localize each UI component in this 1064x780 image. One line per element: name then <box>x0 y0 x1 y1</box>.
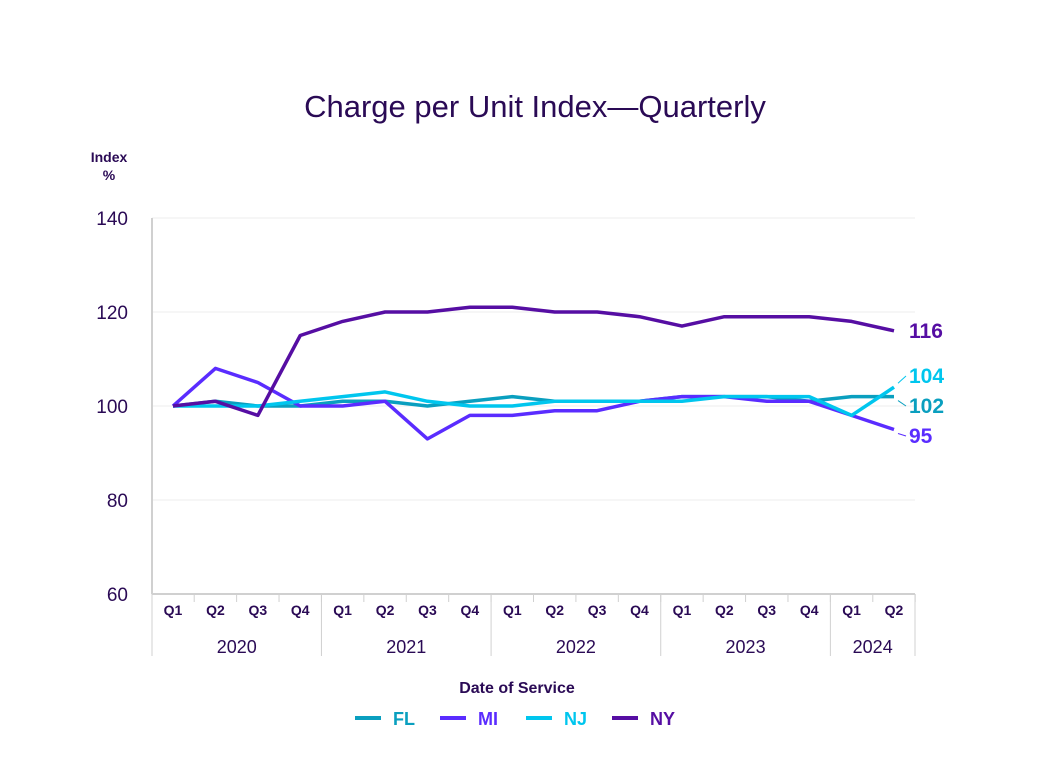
series-line-nj <box>173 385 895 418</box>
legend-label-nj: NJ <box>564 709 587 729</box>
y-axis-label-line2: % <box>103 167 116 183</box>
end-label-leader <box>897 400 907 407</box>
y-tick-label: 100 <box>96 397 128 418</box>
x-tick-label: Q2 <box>715 602 734 618</box>
x-tick-label: Q2 <box>545 602 564 618</box>
end-label-mi: 95 <box>909 425 933 448</box>
x-tick-label: Q3 <box>248 602 267 618</box>
end-label-nj: 104 <box>909 365 944 388</box>
year-label: 2020 <box>217 637 257 657</box>
x-tick-label: Q4 <box>461 602 480 618</box>
y-axis-label-line1: Index <box>91 149 128 165</box>
end-label-leader <box>897 433 907 437</box>
x-tick-label: Q4 <box>630 602 649 618</box>
year-label: 2021 <box>386 637 426 657</box>
year-label: 2024 <box>853 637 893 657</box>
x-tick-label: Q1 <box>503 602 522 618</box>
end-label-fl: 102 <box>909 395 944 418</box>
legend-label-fl: FL <box>393 709 415 729</box>
end-label-leader <box>897 375 907 384</box>
x-tick-label: Q2 <box>885 602 904 618</box>
legend-label-ny: NY <box>650 709 675 729</box>
x-axis-label: Date of Service <box>459 680 575 697</box>
x-tick-label: Q4 <box>291 602 310 618</box>
x-tick-label: Q3 <box>418 602 437 618</box>
end-label-ny: 116 <box>909 320 943 343</box>
x-tick-label: Q3 <box>588 602 607 618</box>
x-tick-label: Q2 <box>206 602 225 618</box>
y-tick-label: 120 <box>96 303 128 324</box>
x-tick-label: Q3 <box>757 602 776 618</box>
x-tick-label: Q1 <box>673 602 692 618</box>
chart-title: Charge per Unit Index—Quarterly <box>304 89 766 124</box>
year-label: 2023 <box>726 637 766 657</box>
x-tick-label: Q1 <box>333 602 352 618</box>
y-tick-label: 60 <box>107 585 128 606</box>
x-tick-label: Q2 <box>376 602 395 618</box>
x-tick-label: Q1 <box>164 602 183 618</box>
x-tick-label: Q1 <box>842 602 861 618</box>
year-label: 2022 <box>556 637 596 657</box>
x-tick-label: Q4 <box>800 602 819 618</box>
y-tick-label: 140 <box>96 209 128 230</box>
y-tick-label: 80 <box>107 491 128 512</box>
legend-label-mi: MI <box>478 709 498 729</box>
series-line-ny <box>172 305 895 418</box>
